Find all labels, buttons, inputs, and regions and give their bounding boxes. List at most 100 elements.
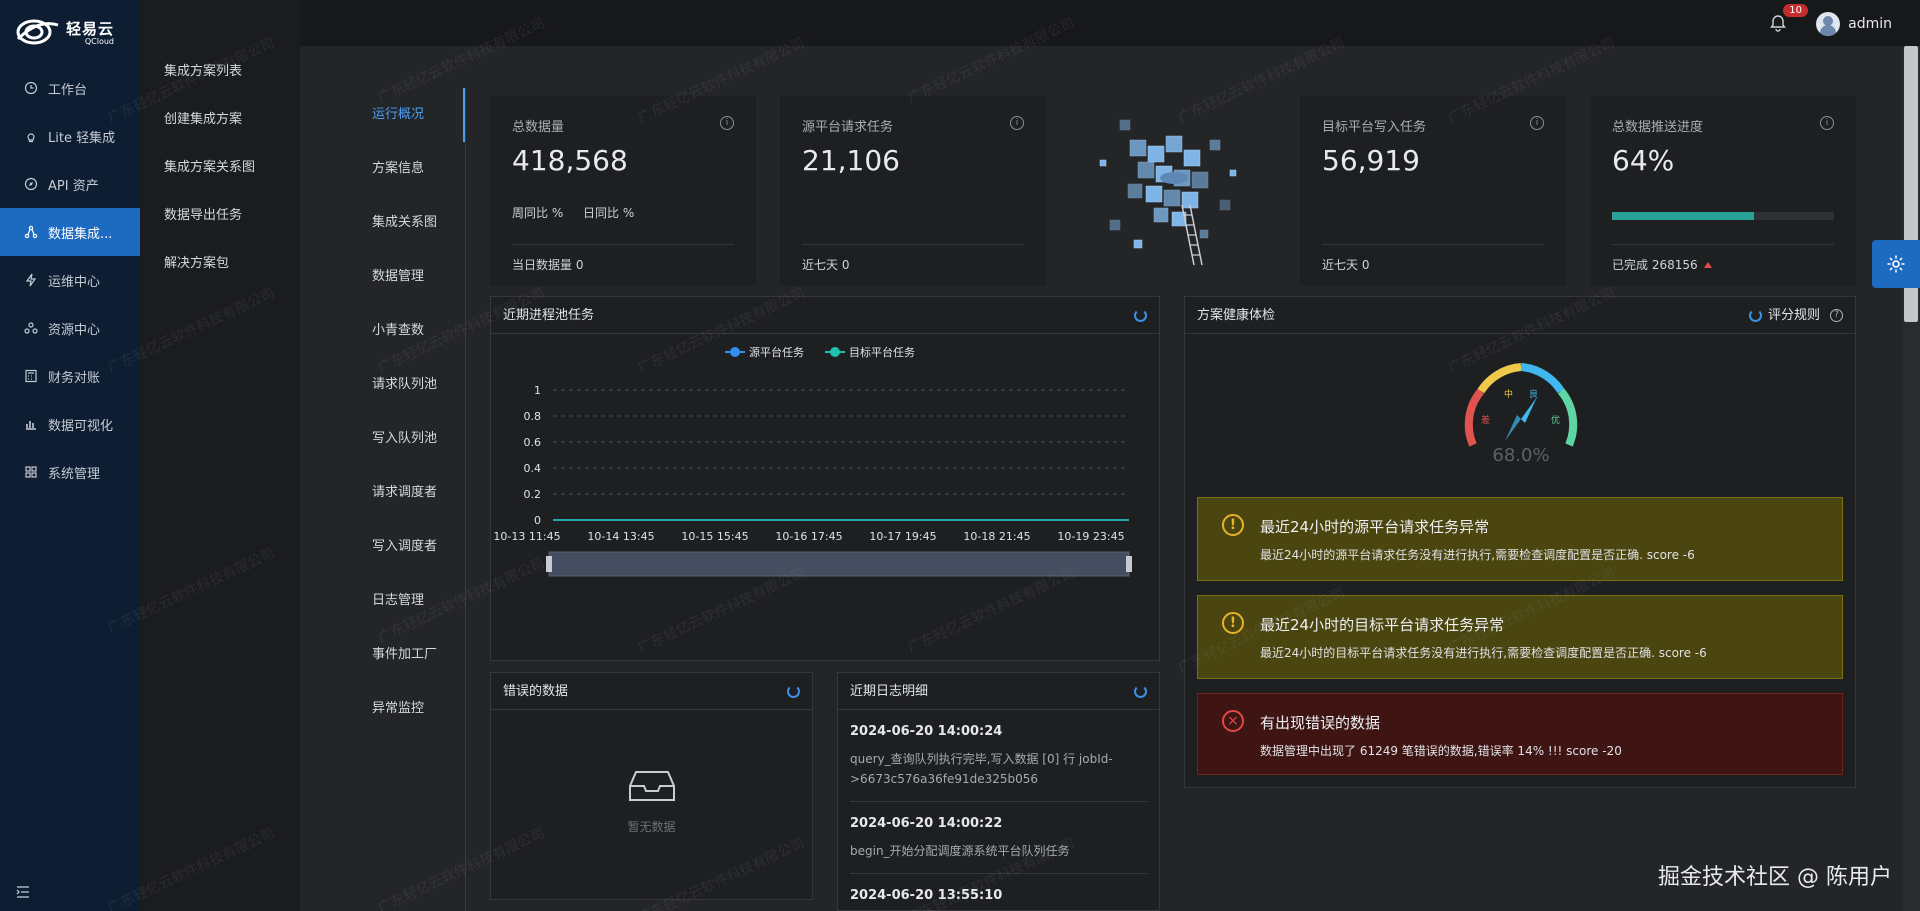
- sidebar-item-0[interactable]: 工作台: [0, 64, 140, 112]
- stat-foot: 近七天 0: [1322, 258, 1370, 272]
- refresh-icon[interactable]: [787, 685, 800, 698]
- sidebar-item-2[interactable]: API 资产: [0, 160, 140, 208]
- tab-0[interactable]: 运行概况: [360, 88, 465, 142]
- sidebar-item-3[interactable]: 数据集成...: [0, 208, 140, 256]
- alert-source-task: ! 最近24小时的源平台请求任务异常 最近24小时的源平台请求任务没有进行执行,…: [1197, 497, 1843, 581]
- process-pool-panel: 近期进程池任务 源平台任务 目标平台任务 1 0.8 0.6 0.4 0.2 0 10-13 1…: [490, 296, 1160, 661]
- plan-tabs: 运行概况方案信息集成关系图数据管理小青查数请求队列池写入队列池请求调度者写入调度…: [360, 88, 465, 736]
- panel-header: 近期进程池任务: [491, 297, 1159, 334]
- submenu-item-plan-graph[interactable]: 集成方案关系图: [164, 160, 256, 175]
- sidebar-item-6[interactable]: 财务对账: [0, 352, 140, 400]
- x-tick-label: 10-18 21:45: [963, 530, 1030, 543]
- x-tick-label: 10-17 19:45: [869, 530, 936, 543]
- refresh-icon[interactable]: [1134, 309, 1147, 322]
- info-icon[interactable]: i: [1010, 116, 1024, 130]
- tab-2[interactable]: 集成关系图: [372, 215, 438, 230]
- stat-title: 总数据推送进度: [1612, 120, 1704, 135]
- grid-icon: [25, 466, 37, 478]
- y-tick-label: 0.6: [524, 436, 542, 449]
- zoom-slider[interactable]: [548, 551, 1130, 577]
- log-entry: 2024-06-20 14:00:24 query_查询队列执行完毕,写入数据 …: [850, 710, 1147, 802]
- tab-5[interactable]: 请求队列池: [372, 377, 438, 392]
- submenu: 集成方案列表 创建集成方案 集成方案关系图 数据导出任务 解决方案包: [140, 0, 300, 911]
- alert-error-data: × 有出现错误的数据 数据管理中出现了 61249 笔错误的数据,错误率 14%…: [1197, 693, 1843, 775]
- panel-header: 近期日志明细: [838, 673, 1159, 710]
- panel-title: 错误的数据: [503, 684, 569, 699]
- sidebar-item-4[interactable]: 运维中心: [0, 256, 140, 304]
- empty-state: 暂无数据: [491, 768, 812, 835]
- gauge-pointer: [1521, 397, 1537, 423]
- log-entry: 2024-06-20 13:55:10: [850, 874, 1147, 910]
- gauge-label-poor: 差: [1481, 414, 1490, 426]
- tab-8[interactable]: 写入调度者: [372, 539, 438, 554]
- submenu-item-export-tasks[interactable]: 数据导出任务: [164, 208, 243, 223]
- alert-description: 最近24小时的源平台请求任务没有进行执行,需要检查调度配置是否正确. score…: [1260, 548, 1695, 562]
- notification-badge: 10: [1783, 4, 1808, 17]
- tab-3[interactable]: 数据管理: [372, 269, 425, 284]
- sidebar-item-7[interactable]: 数据可视化: [0, 400, 140, 448]
- top-header: 10 admin: [300, 0, 1920, 46]
- chart-icon: [26, 421, 36, 430]
- info-icon[interactable]: i: [1820, 116, 1834, 130]
- tab-4[interactable]: 小青查数: [372, 323, 425, 338]
- zoom-handle-left[interactable]: [546, 556, 552, 572]
- tab-7[interactable]: 请求调度者: [372, 485, 438, 500]
- sidebar-item-label: 运维中心: [48, 274, 101, 290]
- settings-button[interactable]: [1872, 240, 1920, 288]
- info-icon[interactable]: i: [720, 116, 734, 130]
- user-menu[interactable]: admin: [1816, 12, 1892, 36]
- stat-card-progress: 总数据推送进度 i 64% 已完成 268156: [1590, 96, 1856, 286]
- x-tick-label: 10-13 11:45: [493, 530, 560, 543]
- x-tick-label: 10-19 23:45: [1057, 530, 1124, 543]
- stat-compare: 周同比 % 日同比 %: [512, 204, 650, 221]
- legend-marker: [830, 347, 840, 357]
- sidebar-item-8[interactable]: 系统管理: [0, 448, 140, 496]
- alert-title: 最近24小时的源平台请求任务异常: [1260, 518, 1490, 536]
- process-chart: 源平台任务 目标平台任务 1 0.8 0.6 0.4 0.2 0 10-13 11:45 10-1…: [493, 345, 1132, 577]
- submenu-item-solution-pack[interactable]: 解决方案包: [164, 256, 230, 271]
- alert-description: 数据管理中出现了 61249 笔错误的数据,错误率 14% !!! score …: [1260, 744, 1622, 758]
- refresh-icon[interactable]: [1748, 309, 1762, 322]
- recent-logs-panel: 近期日志明细 2024-06-20 14:00:24 query_查询队列执行完…: [837, 672, 1160, 911]
- avatar: [1816, 12, 1841, 36]
- stat-foot: 近七天 0: [802, 258, 850, 272]
- submenu-item-create-plan[interactable]: 创建集成方案: [164, 112, 243, 127]
- legend-marker: [730, 347, 740, 357]
- submenu-item-plan-list[interactable]: 集成方案列表: [164, 64, 243, 79]
- tab-1[interactable]: 方案信息: [372, 161, 425, 176]
- x-tick-label: 10-14 13:45: [587, 530, 654, 543]
- gear-icon: [1887, 255, 1905, 273]
- gauge-label-good: 良: [1529, 388, 1538, 400]
- panel-title: 方案健康体检: [1197, 308, 1276, 323]
- clock-icon: [24, 81, 38, 95]
- score-rule[interactable]: 评分规则 ?: [1748, 297, 1843, 334]
- tab-11[interactable]: 异常监控: [372, 701, 425, 716]
- logo[interactable]: 轻易云 QCloud: [0, 0, 140, 64]
- empty-box-icon: [628, 771, 675, 801]
- sidebar-nav: 工作台 Lite 轻集成 API 资产 数据集成... 运维中心资源中心 财务对账 数据可视…: [0, 64, 140, 496]
- stat-title: 源平台请求任务: [802, 120, 894, 135]
- help-icon[interactable]: ?: [1830, 309, 1843, 322]
- username: admin: [1848, 16, 1892, 32]
- empty-text: 暂无数据: [627, 820, 676, 834]
- tab-9[interactable]: 日志管理: [372, 593, 425, 608]
- x-tick-label: 10-15 15:45: [681, 530, 748, 543]
- sidebar: 轻易云 QCloud 工作台 Lite 轻集成 API 资产 数据集成... 运维中心资…: [0, 0, 140, 911]
- gauge-label-excellent: 优: [1551, 414, 1560, 426]
- zoom-handle-right[interactable]: [1126, 556, 1132, 572]
- week-compare: 周同比 %: [512, 206, 564, 220]
- info-icon[interactable]: i: [1530, 116, 1544, 130]
- refresh-icon[interactable]: [1134, 685, 1147, 698]
- panel-title: 近期进程池任务: [503, 308, 595, 323]
- bell-icon[interactable]: [1770, 14, 1786, 32]
- divider: [802, 244, 1024, 245]
- calculator-icon: [25, 369, 37, 383]
- sidebar-item-5[interactable]: 资源中心: [0, 304, 140, 352]
- score-rule-label[interactable]: 评分规则: [1767, 308, 1820, 323]
- divider: [512, 244, 734, 245]
- tab-10[interactable]: 事件加工厂: [372, 647, 438, 662]
- collapse-menu-icon[interactable]: [16, 885, 30, 899]
- sidebar-item-1[interactable]: Lite 轻集成: [0, 112, 140, 160]
- corner-brand: 掘金技术社区 @ 陈用户: [1658, 865, 1892, 890]
- tab-6[interactable]: 写入队列池: [372, 431, 438, 446]
